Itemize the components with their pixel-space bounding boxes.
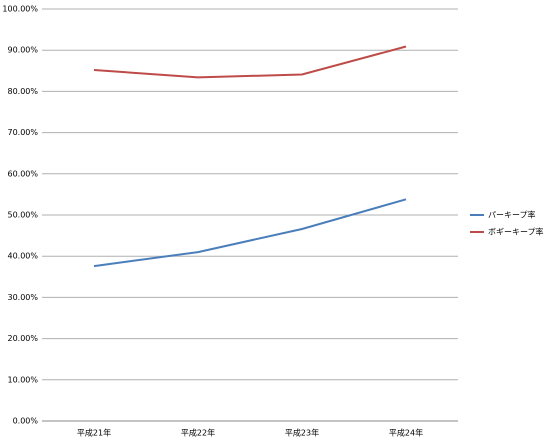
legend-label: パーキープ率 [488, 210, 536, 220]
y-tick-label: 100.00% [2, 5, 38, 14]
series-line [93, 45, 407, 79]
x-tick-label: 平成23年 [285, 428, 319, 438]
y-tick-label: 40.00% [7, 252, 38, 261]
y-tick-label: 0.00% [13, 417, 39, 426]
y-tick-label: 10.00% [7, 375, 38, 384]
y-tick-label: 70.00% [7, 128, 38, 137]
y-tick-label: 30.00% [7, 293, 38, 302]
series-line [93, 198, 407, 268]
x-tick-label: 平成21年 [77, 428, 111, 438]
y-tick-label: 80.00% [7, 87, 38, 96]
legend-label: ボギーキープ率 [488, 227, 544, 237]
y-tick-label: 90.00% [7, 46, 38, 55]
y-tick-label: 60.00% [7, 169, 38, 178]
x-tick-label: 平成22年 [181, 428, 215, 438]
x-tick-label: 平成24年 [389, 428, 423, 438]
y-tick-label: 20.00% [7, 334, 38, 343]
y-tick-label: 50.00% [7, 211, 38, 220]
